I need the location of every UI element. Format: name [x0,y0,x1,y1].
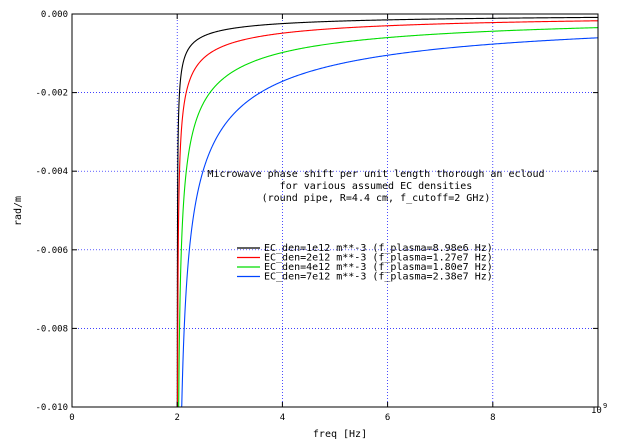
series-line [177,37,599,408]
x-tick-label: 2 [174,413,179,423]
y-tick-label: -0.008 [35,324,68,334]
legend-label: EC_den=7e12 m**-3 (f_plasma=2.38e7 Hz) [264,272,493,283]
legend: EC_den=1e12 m**-3 (f_plasma=8.98e6 Hz)EC… [237,243,493,283]
y-tick-label: -0.002 [35,89,68,99]
x-tick-label: 8 [490,413,495,423]
annotation-line-2: for various assumed EC densities [280,181,473,192]
annotation-line-3: (round pipe, R=4.4 cm, f_cutoff=2 GHz) [262,193,491,204]
annotation: Microwave phase shift per unit length th… [207,169,544,204]
series-line [176,16,599,408]
legend-label: EC_den=1e12 m**-3 (f_plasma=8.98e6 Hz) [264,243,493,254]
y-tick-label: 0.000 [41,10,68,20]
plot-frame [71,13,599,408]
x-tick-label: 4 [280,413,285,423]
series-line [177,20,599,408]
y-tick-label: -0.006 [35,246,68,256]
series-lines [176,16,599,408]
tick-labels: 0 2 4 6 8 0.000 -0.002 -0.004 -0.006 -0.008 -0.010 [35,10,495,423]
x-axis-label: freq [Hz] [313,429,367,440]
x-tick-label: 0 [69,413,74,423]
x-exponent-power: 9 [603,402,607,410]
x-tick-label: 6 [385,413,390,423]
y-tick-label: -0.004 [35,167,68,177]
y-tick-label: -0.010 [35,403,68,413]
ticks [71,13,599,408]
legend-label: EC_den=4e12 m**-3 (f_plasma=1.80e7 Hz) [264,262,493,273]
x-exponent-base: 10 [591,406,602,416]
grid [72,14,598,407]
legend-label: EC_den=2e12 m**-3 (f_plasma=1.27e7 Hz) [264,253,493,264]
series-line [177,27,599,408]
y-axis-label: rad/m [13,196,24,226]
annotation-line-1: Microwave phase shift per unit length th… [207,169,544,180]
